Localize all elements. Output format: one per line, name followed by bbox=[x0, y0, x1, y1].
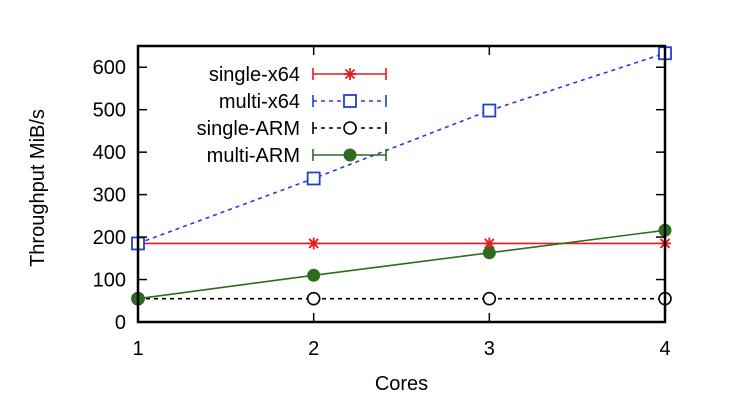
plot-frame bbox=[136, 44, 667, 324]
legend-marker bbox=[343, 148, 357, 162]
data-point-multi-arm bbox=[307, 268, 321, 282]
x-axis-label: Cores bbox=[375, 373, 428, 395]
series-multi-arm bbox=[131, 223, 672, 306]
legend-item-multi-x64: multi-x64 bbox=[219, 91, 387, 113]
x-axis-ticks: 1 2 3 4 bbox=[132, 46, 671, 360]
y-tick-label: 600 bbox=[93, 57, 126, 79]
legend-label: multi-x64 bbox=[219, 91, 300, 113]
data-point-single-x64 bbox=[307, 237, 320, 250]
data-point-multi-arm bbox=[482, 246, 496, 260]
x-tick-label: 2 bbox=[308, 338, 319, 360]
data-point-single-arm bbox=[482, 291, 497, 306]
y-tick-label: 0 bbox=[115, 312, 126, 334]
legend-label: multi-ARM bbox=[207, 145, 300, 167]
legend-label: single-ARM bbox=[197, 118, 300, 140]
x-tick-label: 1 bbox=[132, 338, 143, 360]
x-tick-label: 3 bbox=[484, 338, 495, 360]
data-point-multi-x64 bbox=[482, 103, 497, 118]
y-tick-label: 200 bbox=[93, 227, 126, 249]
data-point-multi-x64 bbox=[306, 171, 321, 186]
legend-item-single-x64: single-x64 bbox=[209, 64, 387, 86]
y-tick-label: 400 bbox=[93, 142, 126, 164]
series-line-multi-x64 bbox=[137, 52, 666, 245]
y-tick-label: 100 bbox=[93, 270, 126, 292]
data-point-single-x64 bbox=[483, 237, 496, 250]
legend-marker bbox=[343, 94, 357, 108]
series-line-multi-arm bbox=[137, 229, 666, 300]
legend-marker bbox=[343, 121, 357, 135]
y-axis-ticks: 0 100 200 300 400 500 600 bbox=[93, 57, 665, 334]
y-tick-label: 300 bbox=[93, 185, 126, 207]
y-axis-label: Throughput MiB/s bbox=[27, 109, 49, 267]
series-single-arm bbox=[131, 291, 672, 306]
legend-item-single-arm: single-ARM bbox=[197, 118, 387, 140]
legend-label: single-x64 bbox=[209, 64, 300, 86]
data-point-single-arm bbox=[306, 291, 321, 306]
y-tick-label: 500 bbox=[93, 100, 126, 122]
legend-item-multi-arm: multi-ARM bbox=[207, 145, 387, 167]
legend: single-x64 multi-x64 single-ARM multi-ARM bbox=[197, 64, 387, 167]
x-tick-label: 4 bbox=[659, 338, 670, 360]
legend-marker bbox=[344, 68, 356, 80]
